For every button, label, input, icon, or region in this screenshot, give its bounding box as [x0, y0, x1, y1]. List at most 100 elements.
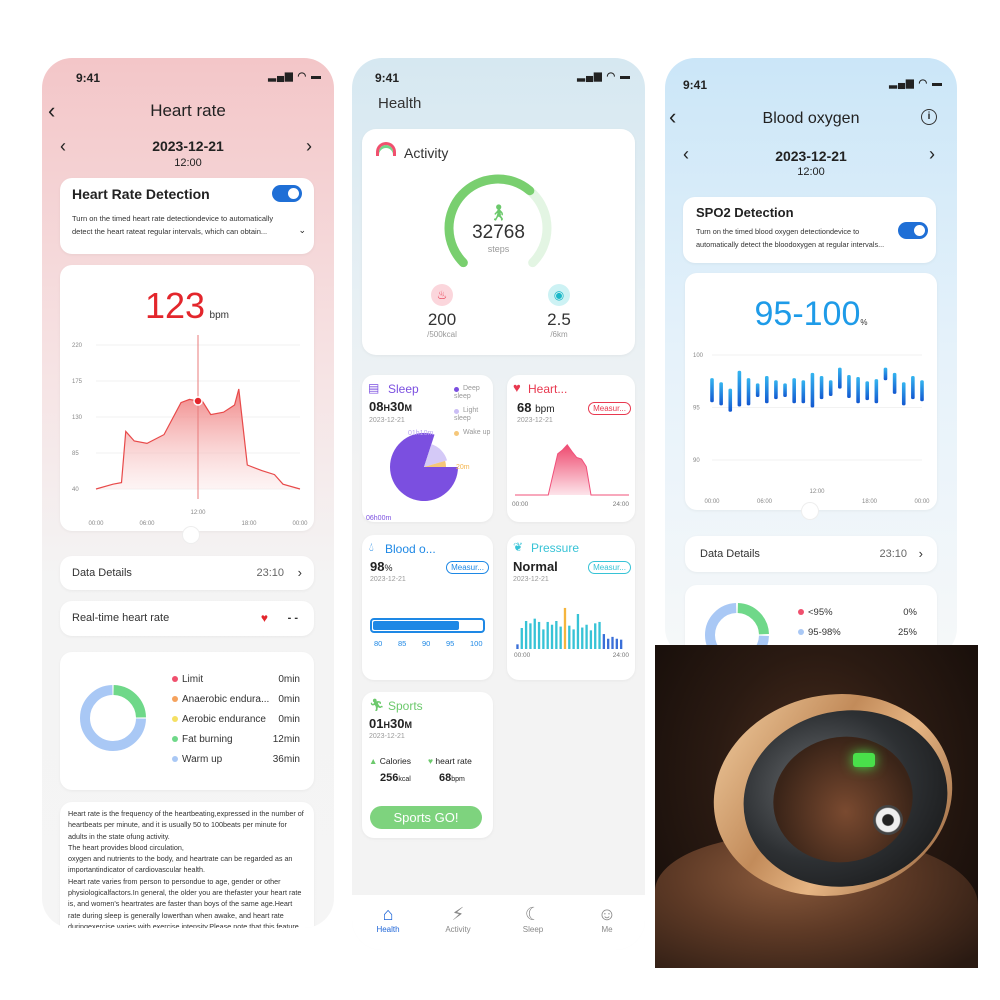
zone-dot: [172, 696, 178, 703]
status-time: 9:41: [683, 78, 708, 92]
sports-calories: 256: [380, 772, 399, 784]
sleep-slice-label: 01h10m: [408, 430, 433, 437]
prev-date-button[interactable]: ‹: [683, 144, 689, 164]
pressure-bar: [524, 621, 528, 649]
chart-handle[interactable]: [801, 502, 819, 520]
pressure-measure-button[interactable]: Measur...: [588, 561, 631, 574]
sleep-slice-label: 20m: [456, 464, 470, 471]
heart-icon: ♥: [513, 380, 521, 395]
data-details-row[interactable]: Data Details 23:10 ›: [685, 536, 937, 572]
distance-value: 2.5: [547, 310, 571, 329]
spo2-range-bar: [847, 374, 851, 399]
x-tick-label: 06:00: [757, 499, 773, 505]
legend-dot: [454, 409, 459, 414]
steps-value: 32768: [472, 222, 525, 243]
zone-value: 0min: [278, 694, 300, 705]
detection-title: SPO2 Detection: [696, 205, 794, 220]
pressure-bar: [537, 621, 541, 649]
moon-icon: ☾: [524, 904, 542, 924]
pressure-bar: [607, 638, 610, 649]
data-details-value: 23:10: [256, 567, 284, 579]
blood-oxygen-card[interactable]: 💧︎ Blood o... Measur... 98% 2023-12-21 8…: [362, 535, 493, 680]
home-icon: ⌂: [382, 904, 394, 924]
ring-green-led: [853, 753, 875, 767]
y-tick-label: 85: [72, 451, 79, 457]
walking-icon: 🚶︎: [488, 205, 509, 222]
sleep-hours: 08: [369, 399, 384, 414]
zone-segment: [113, 685, 146, 718]
gauge-progress: [444, 174, 535, 268]
heart-measure-button[interactable]: Measur...: [588, 402, 631, 415]
blood-oxygen-bar: [370, 618, 485, 633]
info-icon[interactable]: i: [921, 109, 937, 125]
heart-card[interactable]: ♥ Heart... Measur... 68 bpm 2023-12-21 0…: [507, 375, 635, 522]
sports-card[interactable]: 🏃︎ Sports 01H30M 2023-12-21 ▲ Calories ♥…: [362, 692, 493, 838]
pressure-card[interactable]: ❦ Pressure Measur... Normal 2023-12-21 0…: [507, 535, 635, 680]
sports-go-button[interactable]: Sports GO!: [370, 806, 482, 829]
spo2-range-bar: [710, 378, 714, 403]
flame-icon: ♨: [431, 284, 453, 306]
spo2-range-bar: [883, 367, 888, 381]
detection-desc-1: Turn on the timed blood oxygen detection…: [696, 227, 860, 236]
spo2-value-wrap: 95-100%: [685, 295, 937, 334]
sports-calories-unit: kcal: [398, 776, 411, 783]
nav-activity[interactable]: ⚡︎ Activity: [433, 903, 483, 934]
spo2-range-bar: [792, 378, 796, 404]
pressure-bar: [533, 618, 536, 649]
pressure-bar: [520, 628, 523, 649]
legend-label: Deep sleep: [454, 385, 480, 400]
next-date-button[interactable]: ›: [306, 136, 312, 156]
x-tick-label: 00:00: [914, 499, 930, 505]
next-date-button[interactable]: ›: [929, 144, 935, 164]
spo2-range-bar: [774, 380, 778, 400]
heart-label: Heart...: [528, 382, 568, 396]
x-tick-label: 18:00: [862, 499, 878, 505]
prev-date-button[interactable]: ‹: [60, 136, 66, 156]
y-tick-label: 175: [72, 379, 83, 385]
heart-value: 68: [517, 400, 532, 415]
nav-health[interactable]: ⌂ Health: [363, 903, 413, 934]
sports-date: 2023-12-21: [369, 733, 405, 740]
pressure-bar: [615, 638, 618, 649]
nav-sleep[interactable]: ☾ Sleep: [508, 903, 558, 934]
back-button[interactable]: ‹: [48, 98, 56, 123]
chart-handle[interactable]: [182, 526, 200, 544]
expand-chevron-icon[interactable]: ⌄: [298, 225, 306, 235]
spo2-segment: [737, 603, 769, 635]
zone-dot: [172, 736, 178, 743]
heart-rate-screen: 9:41 ▂▄▆ ◠ ▬ ‹ Heart rate ‹ 2023-12-21 ›…: [42, 58, 334, 928]
pressure-bar: [576, 614, 580, 649]
pressure-bar: [559, 626, 562, 649]
zone-label: Limit: [172, 674, 203, 685]
spo2-range-bar: [856, 377, 860, 404]
back-button[interactable]: ‹: [669, 104, 677, 129]
zone-name: Aerobic endurance: [182, 714, 266, 725]
steps-gauge: [444, 174, 552, 268]
zone-value: 0min: [278, 714, 300, 725]
pressure-bar: [611, 636, 614, 649]
calories-stat: 256kcal: [380, 772, 411, 784]
pressure-bar: [555, 621, 558, 649]
spo2-chart[interactable]: 100 95 90 00:00 06:00 18:00 00:00 12:00: [685, 343, 937, 510]
activity-card[interactable]: Activity 🚶︎ 32768 steps ♨ 200 /500kcal ◉…: [362, 129, 635, 355]
data-details-row[interactable]: Data Details 23:10 ›: [60, 556, 314, 590]
status-time: 9:41: [76, 71, 101, 85]
heart-rate-value-wrap: 123 bpm: [60, 285, 314, 327]
detection-toggle[interactable]: [272, 185, 302, 202]
pressure-bar: [568, 625, 571, 649]
detection-toggle[interactable]: [898, 222, 928, 239]
spo2-value: 95-100: [754, 295, 861, 333]
spo2-unit: %: [860, 318, 868, 327]
realtime-heart-rate-row[interactable]: Real-time heart rate ♥ - -: [60, 601, 314, 636]
chevron-right-icon: ›: [918, 546, 923, 561]
sleep-card[interactable]: ▤ Sleep 08H30M 2023-12-21 Deep sleep Ligh…: [362, 375, 493, 522]
blood-unit: %: [384, 563, 393, 573]
x-tick-label: 00:00: [88, 521, 104, 527]
selected-point: [193, 396, 203, 406]
heart-rate-chart[interactable]: 220 175 130 85 40 00:00 06:00 18:00 00:00 12:00: [60, 335, 314, 531]
blood-measure-button[interactable]: Measur...: [446, 561, 489, 574]
heart-date: 2023-12-21: [517, 417, 553, 424]
heart-x-start: 00:00: [512, 501, 529, 508]
nav-me[interactable]: ☺ Me: [582, 903, 632, 934]
calories-value: 200: [427, 310, 457, 329]
